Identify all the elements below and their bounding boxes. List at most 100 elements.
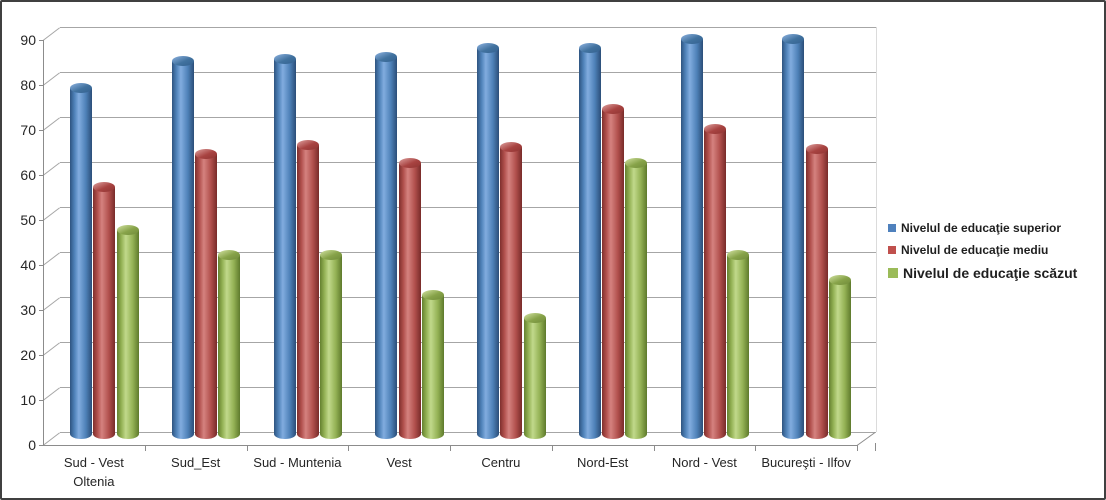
legend-label: Nivelul de educaţie superior (901, 221, 1062, 235)
bar-body (421, 295, 444, 439)
x-axis-label: Nord - Vest (671, 455, 737, 470)
y-axis-label: 30 (20, 302, 36, 318)
legend-item: Nivelul de educaţie scăzut (888, 265, 1077, 281)
legend-item: Nivelul de educaţie mediu (888, 243, 1077, 257)
bar-body (195, 153, 218, 439)
bar-top-cap (477, 42, 499, 53)
bar-body (727, 254, 750, 439)
y-axis-tick (39, 40, 43, 41)
bar-body (625, 162, 648, 439)
gridline-slant (42, 72, 61, 86)
x-axis-label: Vest (386, 455, 412, 470)
bar-body (116, 230, 139, 439)
bar-superior (171, 56, 194, 439)
gridline (60, 297, 876, 298)
bar-scazut (116, 225, 139, 439)
y-axis-label: 0 (28, 437, 36, 453)
bar-body (477, 47, 499, 439)
gridline-slant (42, 162, 61, 176)
x-axis-label: Bucureşti - Ilfov (761, 455, 851, 470)
bar-superior (680, 33, 703, 439)
legend-swatch-mediu (888, 246, 896, 254)
gridline-slant (42, 117, 61, 131)
bar-superior (273, 54, 296, 439)
bar-top-cap (625, 157, 648, 168)
bar-top-cap (93, 182, 116, 193)
x-axis-label: Nord-Est (576, 455, 629, 470)
bar-body (273, 59, 296, 439)
y-axis-tick (39, 445, 43, 446)
bar-top-cap (296, 139, 319, 150)
bar-top-cap (727, 249, 750, 260)
bar-mediu (602, 103, 625, 439)
bar-body (320, 254, 343, 439)
bar-top-cap (421, 290, 444, 301)
legend-item: Nivelul de educaţie superior (888, 221, 1077, 235)
x-axis-tick (857, 445, 858, 451)
bar-top-cap (171, 56, 194, 67)
y-axis-label: 20 (20, 347, 36, 363)
bar-body (805, 149, 828, 439)
bar-top-cap (70, 83, 92, 94)
bar-superior (578, 42, 601, 439)
gridline (60, 342, 876, 343)
gridline-slant (42, 342, 61, 356)
bar-scazut (421, 290, 444, 439)
bar-top-cap (500, 141, 523, 152)
bar-superior (375, 51, 398, 439)
gridline-slant (42, 297, 61, 311)
y-axis-label: 50 (20, 212, 36, 228)
bar-body (828, 279, 851, 439)
y-axis-label: 60 (20, 167, 36, 183)
bar-top-cap (320, 249, 343, 260)
bar-mediu (398, 157, 421, 439)
gridline-slant (42, 432, 61, 446)
gridline (60, 27, 876, 28)
gridline (60, 72, 876, 73)
x-axis-label: Sud - Vest Oltenia (63, 455, 124, 489)
bar-top-cap (578, 42, 601, 53)
legend-swatch-superior (888, 224, 896, 232)
bar-body (171, 61, 194, 439)
x-axis-tick (246, 445, 248, 451)
y-axis-tick (39, 220, 43, 221)
bar-top-cap (195, 148, 218, 159)
gridline (60, 207, 876, 208)
y-axis-tick (39, 355, 43, 356)
y-axis-line (43, 40, 44, 445)
floor-right-edge (856, 432, 876, 446)
bar-mediu (805, 144, 828, 439)
x-axis-tick (755, 445, 757, 451)
bar-body (602, 108, 625, 439)
gridline-slant (42, 207, 61, 221)
y-axis-label: 90 (20, 32, 36, 48)
bar-body (296, 144, 319, 439)
bar-scazut (523, 312, 546, 439)
y-axis-tick (39, 85, 43, 86)
bar-top-cap (523, 312, 546, 323)
legend-swatch-scazut (888, 268, 898, 278)
bar-top-cap (782, 33, 805, 44)
bar-top-cap (602, 103, 625, 114)
bar-body (703, 128, 726, 439)
y-axis-tick (39, 310, 43, 311)
bar-body (680, 38, 703, 439)
x-axis-tick (450, 445, 451, 451)
legend-label: Nivelul de educaţie scăzut (903, 265, 1078, 281)
bar-body (218, 254, 241, 439)
bar-scazut (727, 249, 750, 439)
bar-mediu (500, 141, 523, 439)
bar-body (500, 146, 523, 439)
bar-top-cap (703, 123, 726, 134)
bar-top-cap (273, 54, 296, 64)
bar-scazut (828, 274, 851, 439)
x-axis-tick (144, 445, 146, 451)
bar-superior (477, 42, 499, 439)
gridline-slant (42, 27, 61, 41)
bar-superior (782, 33, 805, 439)
bar-scazut (625, 157, 648, 439)
bar-top-cap (805, 144, 828, 154)
gridline (60, 387, 876, 388)
x-axis-tick (348, 445, 350, 451)
wall-right-edge (876, 27, 877, 432)
